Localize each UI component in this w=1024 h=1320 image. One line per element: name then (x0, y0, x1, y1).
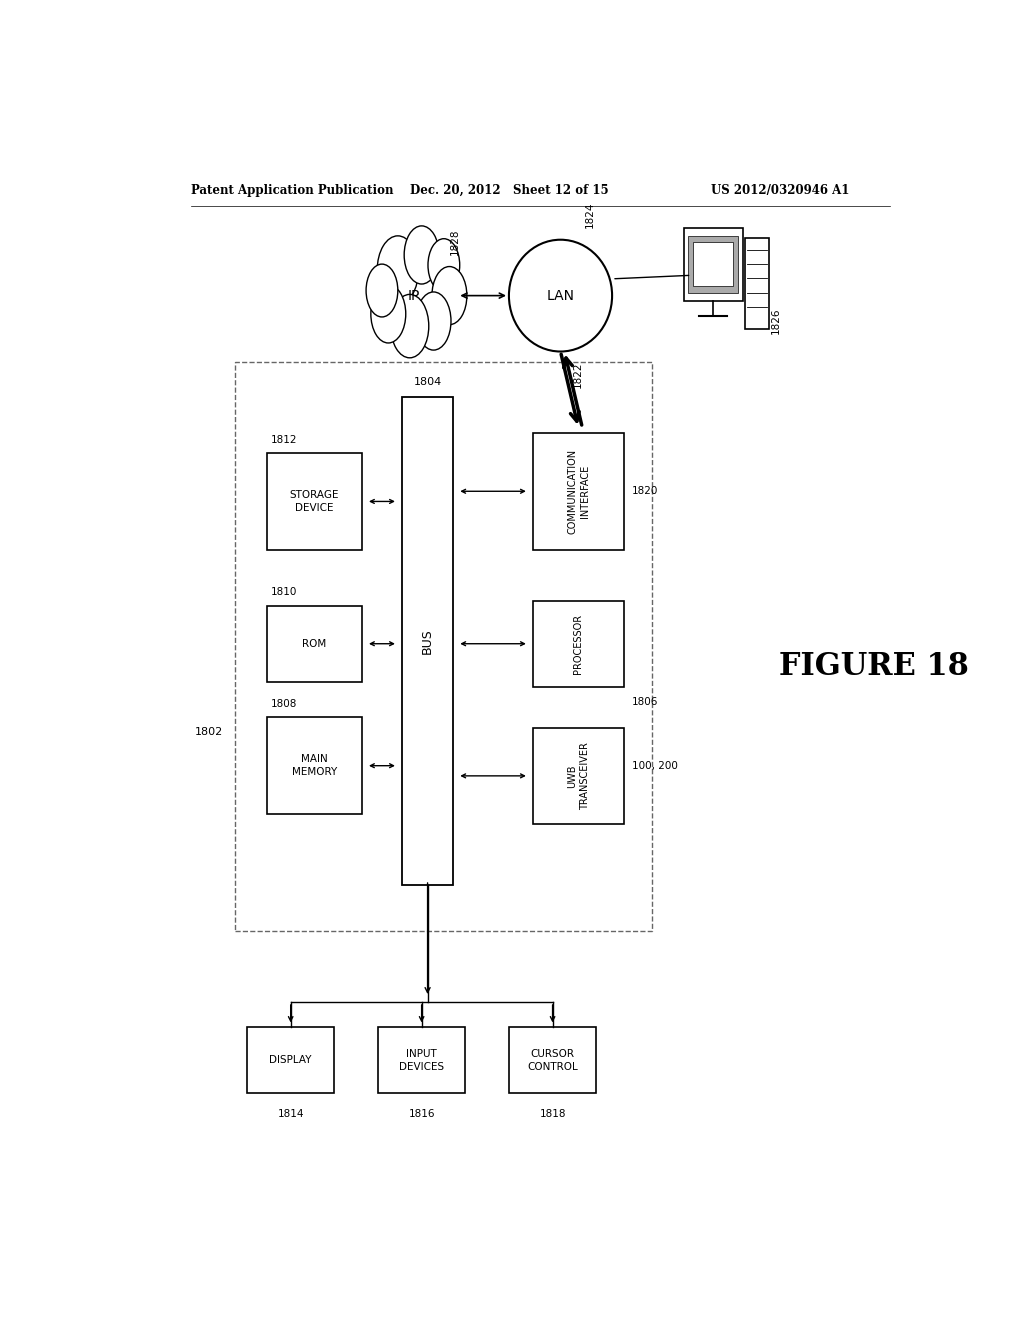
Text: IP: IP (408, 289, 420, 302)
Text: 1806: 1806 (632, 697, 658, 708)
Text: 1818: 1818 (540, 1109, 566, 1119)
Text: COMMUNICATION
INTERFACE: COMMUNICATION INTERFACE (567, 449, 590, 533)
FancyBboxPatch shape (693, 242, 733, 286)
Ellipse shape (416, 292, 451, 350)
FancyBboxPatch shape (401, 397, 454, 886)
Text: DISPLAY: DISPLAY (269, 1056, 312, 1065)
Text: BUS: BUS (421, 628, 434, 655)
Text: 1814: 1814 (278, 1109, 304, 1119)
FancyBboxPatch shape (532, 433, 624, 549)
Ellipse shape (377, 236, 419, 305)
FancyBboxPatch shape (532, 727, 624, 824)
Text: FIGURE 18: FIGURE 18 (778, 651, 969, 682)
Ellipse shape (367, 264, 397, 317)
Text: INPUT
DEVICES: INPUT DEVICES (399, 1049, 444, 1072)
Text: LAN: LAN (547, 289, 574, 302)
FancyBboxPatch shape (684, 227, 743, 301)
Text: UWB
TRANSCEIVER: UWB TRANSCEIVER (567, 742, 590, 809)
Text: US 2012/0320946 A1: US 2012/0320946 A1 (712, 183, 850, 197)
Ellipse shape (404, 226, 439, 284)
Text: Patent Application Publication: Patent Application Publication (191, 183, 394, 197)
Text: 1826: 1826 (771, 308, 781, 334)
Ellipse shape (391, 294, 429, 358)
Text: 1810: 1810 (270, 587, 297, 598)
Text: 100, 200: 100, 200 (632, 760, 678, 771)
Ellipse shape (371, 285, 406, 343)
FancyBboxPatch shape (532, 601, 624, 686)
FancyBboxPatch shape (378, 1027, 465, 1093)
Text: PROCESSOR: PROCESSOR (573, 614, 584, 673)
Ellipse shape (432, 267, 467, 325)
Text: 1824: 1824 (585, 201, 594, 227)
FancyBboxPatch shape (267, 453, 362, 549)
Ellipse shape (509, 240, 612, 351)
Text: 1812: 1812 (270, 436, 297, 445)
Text: 1822: 1822 (572, 362, 583, 388)
FancyBboxPatch shape (267, 606, 362, 682)
FancyBboxPatch shape (509, 1027, 596, 1093)
Text: CURSOR
CONTROL: CURSOR CONTROL (527, 1049, 578, 1072)
Text: 1820: 1820 (632, 486, 658, 496)
Text: 1802: 1802 (195, 726, 223, 737)
Text: Dec. 20, 2012   Sheet 12 of 15: Dec. 20, 2012 Sheet 12 of 15 (410, 183, 608, 197)
Text: 1804: 1804 (414, 378, 441, 387)
FancyBboxPatch shape (688, 236, 738, 293)
FancyBboxPatch shape (236, 362, 652, 931)
Text: 1828: 1828 (450, 228, 460, 255)
Text: 1808: 1808 (270, 700, 297, 709)
Text: MAIN
MEMORY: MAIN MEMORY (292, 755, 337, 777)
FancyBboxPatch shape (247, 1027, 334, 1093)
Text: STORAGE
DEVICE: STORAGE DEVICE (290, 490, 339, 512)
FancyBboxPatch shape (745, 238, 769, 329)
Text: ROM: ROM (302, 639, 327, 648)
FancyBboxPatch shape (267, 718, 362, 814)
Text: 1816: 1816 (409, 1109, 435, 1119)
Ellipse shape (428, 239, 460, 292)
